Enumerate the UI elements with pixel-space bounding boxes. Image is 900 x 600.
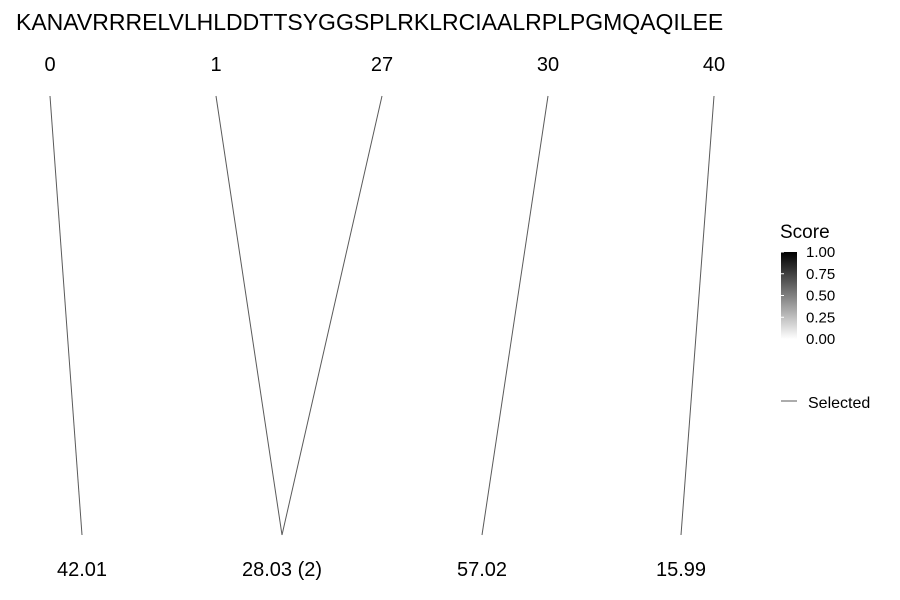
link-line [215, 95, 283, 536]
score-tick-label: 0.75 [806, 266, 835, 283]
score-ticks: 1.00 0.75 0.50 0.25 0.00 [781, 244, 835, 348]
bottom-mass-label: 57.02 [457, 559, 507, 581]
bottom-mass-labels: 42.01 28.03 (2) 57.02 15.99 [57, 559, 706, 581]
top-position-label: 1 [210, 54, 221, 76]
score-tick-label: 0.50 [806, 288, 835, 305]
top-position-label: 40 [703, 54, 725, 76]
links-layer [49, 95, 715, 536]
legend-score-title: Score [780, 222, 830, 243]
link-line [481, 95, 549, 536]
top-position-label: 0 [44, 54, 55, 76]
bottom-mass-label: 28.03 (2) [242, 559, 322, 581]
score-colorbar [781, 252, 797, 339]
link-line [281, 95, 383, 536]
bottom-mass-label: 15.99 [656, 559, 706, 581]
score-tick-label: 0.25 [806, 309, 835, 326]
score-tick-label: 1.00 [806, 244, 835, 261]
legend-selected-label: Selected [808, 395, 870, 412]
top-position-labels: 0 1 27 30 40 [44, 54, 725, 76]
link-line [49, 95, 83, 536]
link-line [680, 95, 715, 536]
top-position-label: 27 [371, 54, 393, 76]
score-tick-label: 0.00 [806, 331, 835, 348]
legend: Score 1.00 0.75 0.50 0.25 0.00 Selected [780, 222, 870, 412]
top-position-label: 30 [537, 54, 559, 76]
bottom-mass-label: 42.01 [57, 559, 107, 581]
sequence-title: KANAVRRRELVLHLDDTTSYGGSPLRKLRCIAALRPLPGM… [16, 9, 723, 35]
